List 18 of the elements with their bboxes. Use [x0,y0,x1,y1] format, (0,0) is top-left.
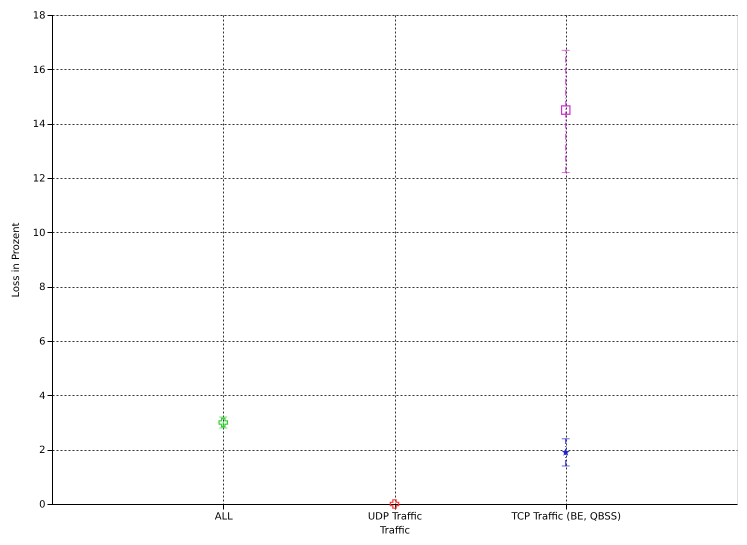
y-tick-label: 0 [39,500,46,510]
x-axis-title: Traffic [378,526,410,536]
y-axis-title: Loss in Prozent [10,222,22,298]
point [560,105,571,115]
x-tick-label: TCP Traffic (BE, QBSS) [510,512,622,522]
y-tick-label: 2 [39,445,46,456]
y-tick-label: 6 [39,336,46,348]
y-tick-label: 14 [32,119,46,130]
x-tick-label: ALL [214,512,234,522]
point [390,499,400,509]
x-tick-label: UDP Traffic [368,512,422,522]
y-tick-label: 4 [39,390,46,402]
y-tick-label: 16 [32,64,46,76]
point [562,448,570,456]
y-tick-label: 10 [32,228,46,239]
y-tick-label: 18 [32,10,46,22]
y-tick-label: 8 [39,282,46,294]
y-tick-label: 12 [32,174,46,184]
